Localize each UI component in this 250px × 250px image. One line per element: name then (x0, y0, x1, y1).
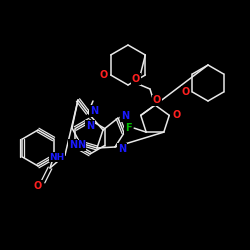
Text: F: F (125, 123, 132, 133)
Text: O: O (132, 74, 140, 84)
Text: O: O (152, 95, 161, 105)
Text: N: N (90, 106, 98, 116)
Text: NH: NH (50, 152, 64, 162)
Text: N: N (86, 121, 94, 131)
Text: N: N (121, 111, 129, 121)
Text: O: O (172, 110, 180, 120)
Text: N: N (77, 140, 85, 150)
Text: O: O (100, 70, 108, 80)
Text: N: N (69, 140, 77, 150)
Text: O: O (181, 87, 190, 97)
Text: O: O (34, 181, 42, 191)
Text: N: N (118, 144, 126, 154)
